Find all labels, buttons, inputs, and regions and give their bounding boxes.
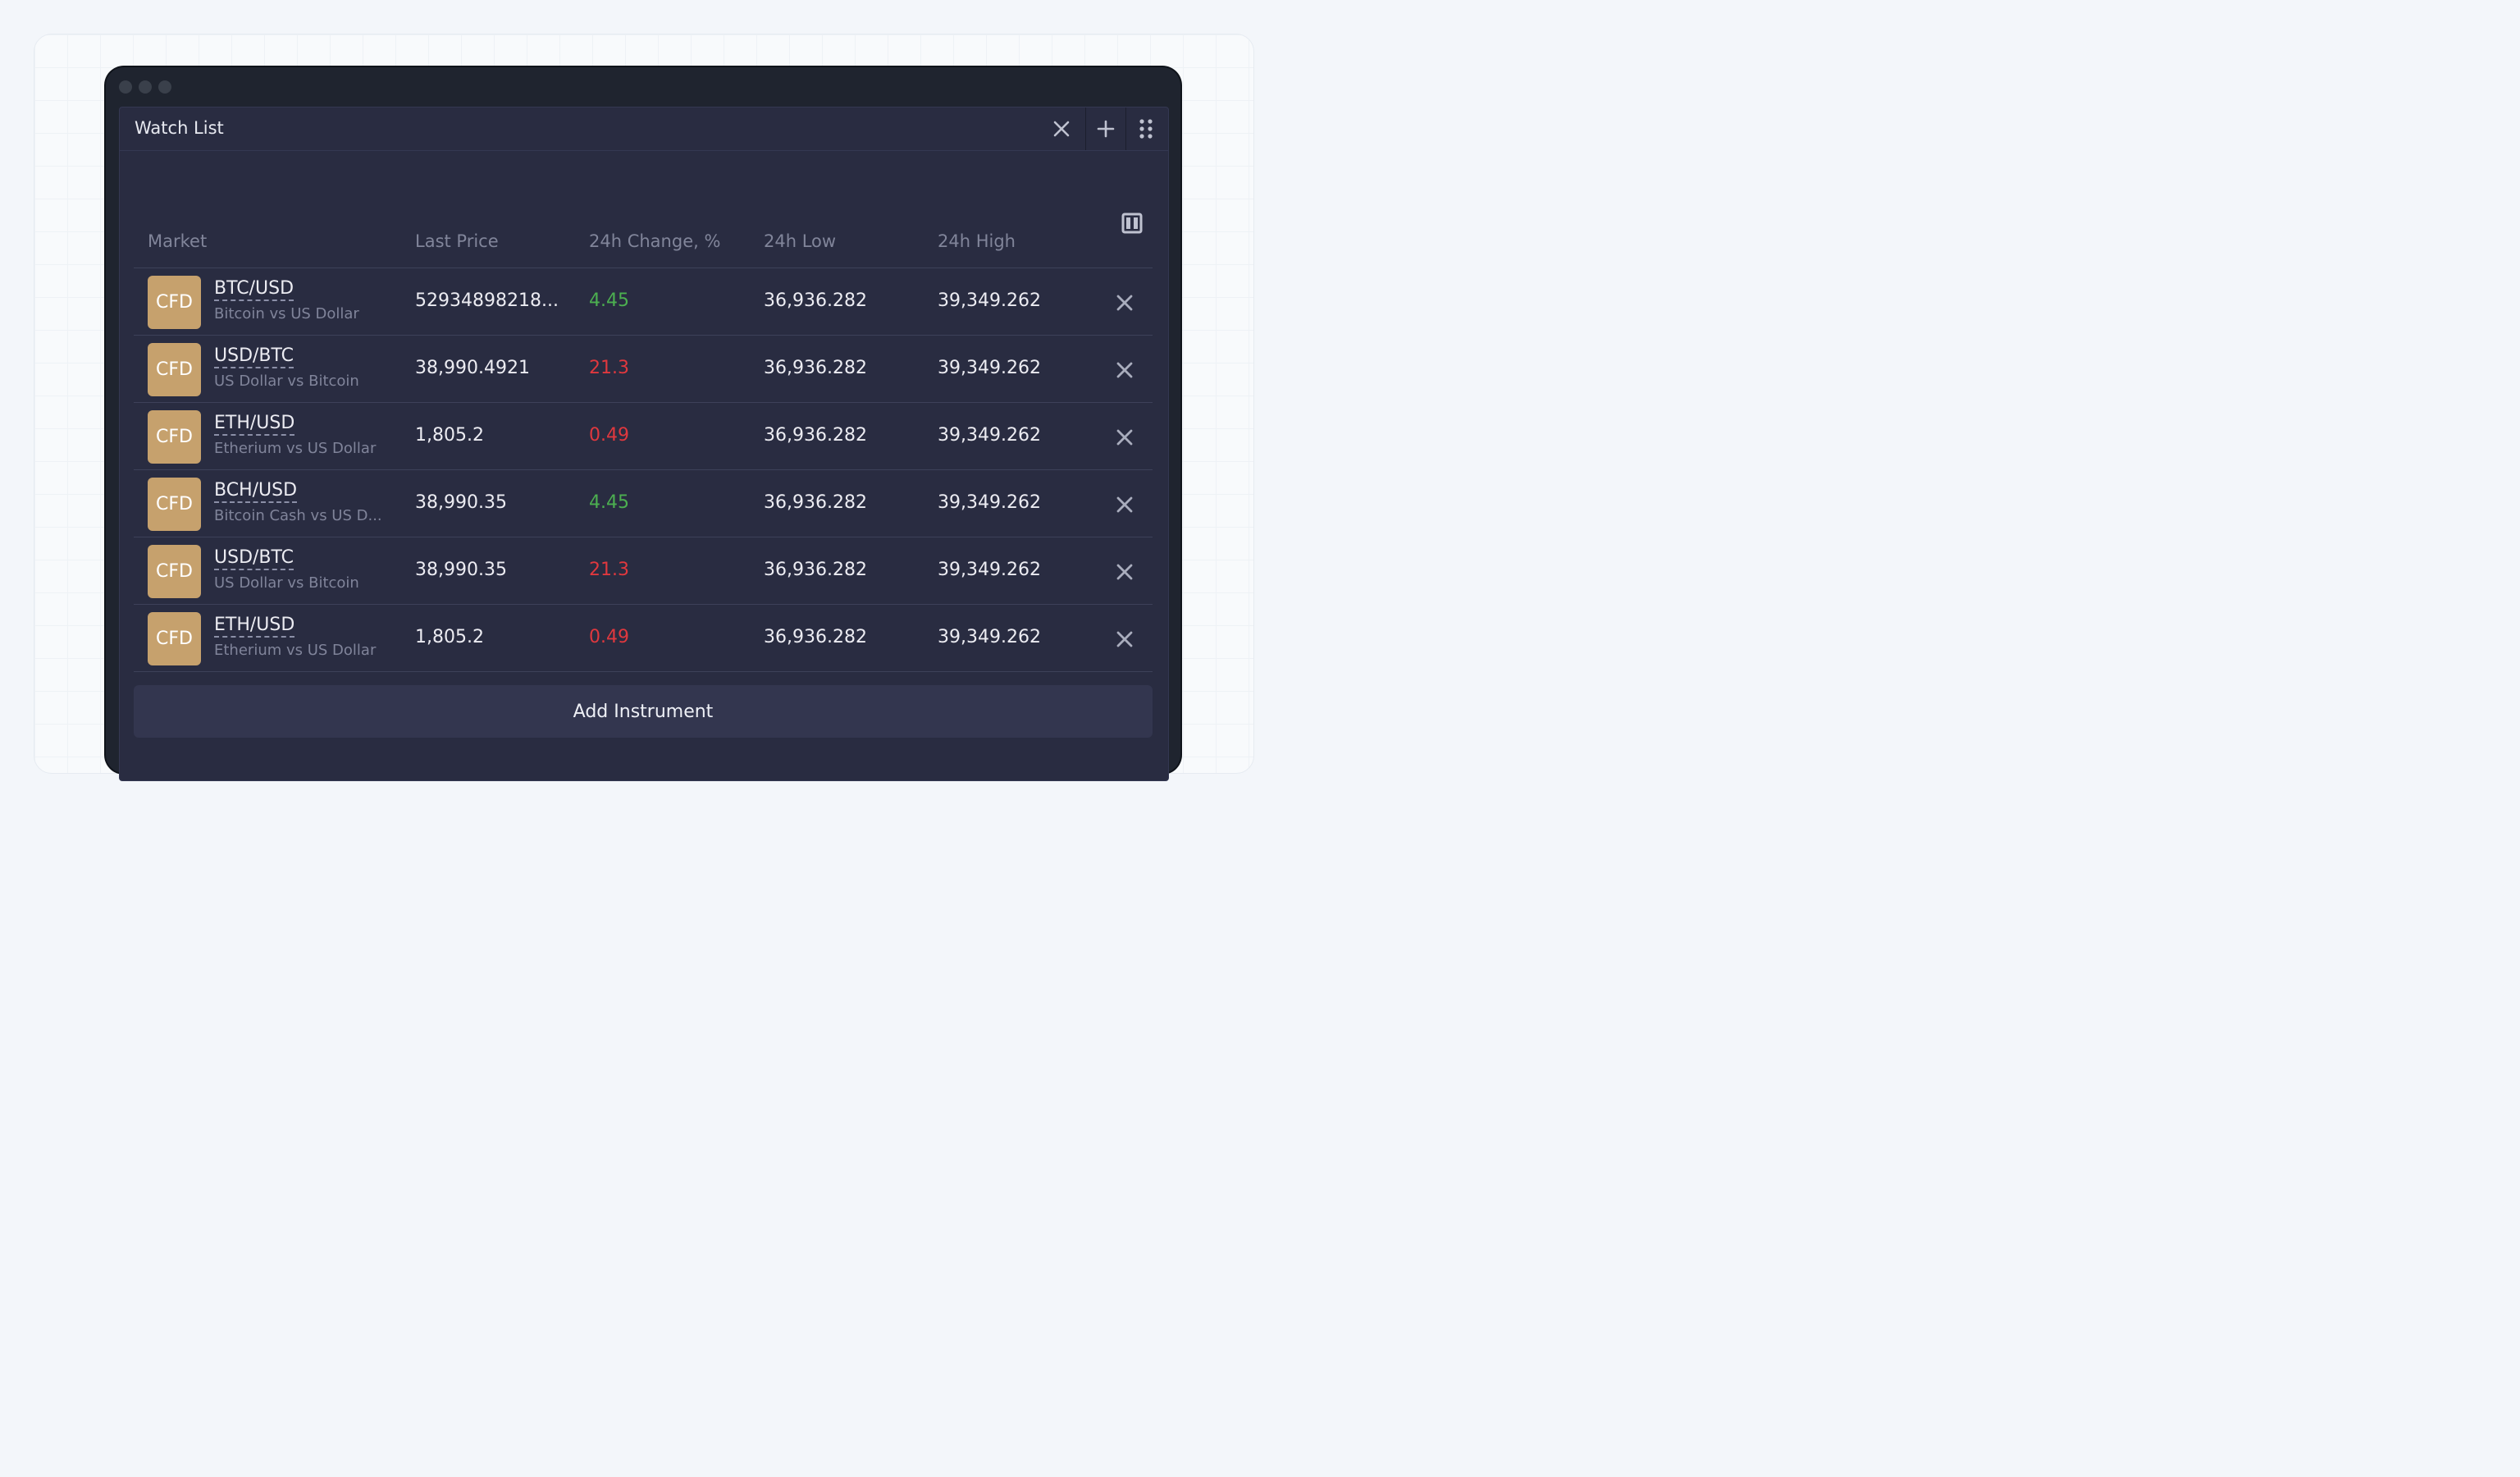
cfd-badge: CFD bbox=[148, 478, 201, 531]
table-row[interactable]: CFD ETH/USD Etherium vs US Dollar 1,805.… bbox=[134, 604, 1153, 672]
column-header-change[interactable]: 24h Change, % bbox=[589, 231, 721, 251]
change-value: 4.45 bbox=[589, 492, 629, 513]
window-dot-close[interactable] bbox=[119, 80, 132, 94]
add-panel-button[interactable] bbox=[1085, 107, 1125, 150]
high-value: 39,349.262 bbox=[938, 627, 1041, 647]
instrument-symbol[interactable]: ETH/USD bbox=[214, 413, 295, 436]
remove-row-icon[interactable] bbox=[1115, 629, 1134, 649]
panel-title: Watch List bbox=[135, 118, 224, 138]
plus-icon bbox=[1097, 120, 1115, 138]
high-value: 39,349.262 bbox=[938, 492, 1041, 513]
last-price: 38,990.35 bbox=[415, 492, 507, 513]
drag-handle-icon bbox=[1139, 119, 1153, 139]
add-instrument-button[interactable]: Add Instrument bbox=[134, 685, 1153, 738]
high-value: 39,349.262 bbox=[938, 290, 1041, 311]
high-value: 39,349.262 bbox=[938, 560, 1041, 580]
low-value: 36,936.282 bbox=[764, 492, 867, 513]
window-dot-minimize[interactable] bbox=[139, 80, 152, 94]
change-value: 4.45 bbox=[589, 290, 629, 311]
column-header-low[interactable]: 24h Low bbox=[764, 231, 837, 251]
instrument-symbol[interactable]: BCH/USD bbox=[214, 480, 298, 503]
watch-list-table: CFD BTC/USD Bitcoin vs US Dollar 5293489… bbox=[134, 268, 1153, 672]
change-value: 21.3 bbox=[589, 560, 629, 580]
high-value: 39,349.262 bbox=[938, 425, 1041, 446]
instrument-description: Bitcoin vs US Dollar bbox=[214, 305, 359, 322]
remove-row-icon[interactable] bbox=[1115, 360, 1134, 380]
panel-header: Watch List bbox=[120, 107, 1168, 151]
close-panel-button[interactable] bbox=[1042, 107, 1081, 150]
column-header-high[interactable]: 24h High bbox=[938, 231, 1016, 251]
last-price: 38,990.4921 bbox=[415, 358, 530, 378]
low-value: 36,936.282 bbox=[764, 560, 867, 580]
instrument-description: US Dollar vs Bitcoin bbox=[214, 373, 359, 390]
column-header-last-price[interactable]: Last Price bbox=[415, 231, 499, 251]
instrument-symbol[interactable]: USD/BTC bbox=[214, 547, 294, 570]
last-price: 38,990.35 bbox=[415, 560, 507, 580]
cfd-badge: CFD bbox=[148, 410, 201, 464]
cfd-badge: CFD bbox=[148, 343, 201, 396]
app-window: Watch List bbox=[106, 67, 1180, 781]
table-row[interactable]: CFD ETH/USD Etherium vs US Dollar 1,805.… bbox=[134, 402, 1153, 469]
window-dot-maximize[interactable] bbox=[158, 80, 171, 94]
table-row[interactable]: CFD BTC/USD Bitcoin vs US Dollar 5293489… bbox=[134, 268, 1153, 335]
low-value: 36,936.282 bbox=[764, 425, 867, 446]
high-value: 39,349.262 bbox=[938, 358, 1041, 378]
last-price: 1,805.2 bbox=[415, 425, 484, 446]
change-value: 21.3 bbox=[589, 358, 629, 378]
change-value: 0.49 bbox=[589, 627, 629, 647]
instrument-symbol[interactable]: ETH/USD bbox=[214, 615, 295, 638]
instrument-description: US Dollar vs Bitcoin bbox=[214, 574, 359, 592]
window-controls bbox=[119, 80, 171, 94]
low-value: 36,936.282 bbox=[764, 358, 867, 378]
column-header-market[interactable]: Market bbox=[148, 231, 208, 251]
last-price: 52934898218... bbox=[415, 290, 559, 311]
table-row[interactable]: CFD BCH/USD Bitcoin Cash vs US D... 38,9… bbox=[134, 469, 1153, 537]
drag-handle-button[interactable] bbox=[1125, 107, 1166, 150]
change-value: 0.49 bbox=[589, 425, 629, 446]
table-row[interactable]: CFD USD/BTC US Dollar vs Bitcoin 38,990.… bbox=[134, 537, 1153, 604]
instrument-description: Bitcoin Cash vs US D... bbox=[214, 507, 382, 524]
low-value: 36,936.282 bbox=[764, 290, 867, 311]
remove-row-icon[interactable] bbox=[1115, 495, 1134, 514]
table-row[interactable]: CFD USD/BTC US Dollar vs Bitcoin 38,990.… bbox=[134, 335, 1153, 402]
remove-row-icon[interactable] bbox=[1115, 293, 1134, 313]
close-icon bbox=[1053, 121, 1070, 137]
remove-row-icon[interactable] bbox=[1115, 428, 1134, 447]
instrument-description: Etherium vs US Dollar bbox=[214, 642, 377, 659]
cfd-badge: CFD bbox=[148, 545, 201, 598]
watch-list-panel: Watch List bbox=[119, 107, 1169, 781]
columns-icon[interactable] bbox=[1121, 213, 1143, 234]
last-price: 1,805.2 bbox=[415, 627, 484, 647]
low-value: 36,936.282 bbox=[764, 627, 867, 647]
instrument-description: Etherium vs US Dollar bbox=[214, 440, 377, 457]
cfd-badge: CFD bbox=[148, 276, 201, 329]
cfd-badge: CFD bbox=[148, 612, 201, 665]
instrument-symbol[interactable]: BTC/USD bbox=[214, 278, 294, 301]
instrument-symbol[interactable]: USD/BTC bbox=[214, 345, 294, 368]
remove-row-icon[interactable] bbox=[1115, 562, 1134, 582]
